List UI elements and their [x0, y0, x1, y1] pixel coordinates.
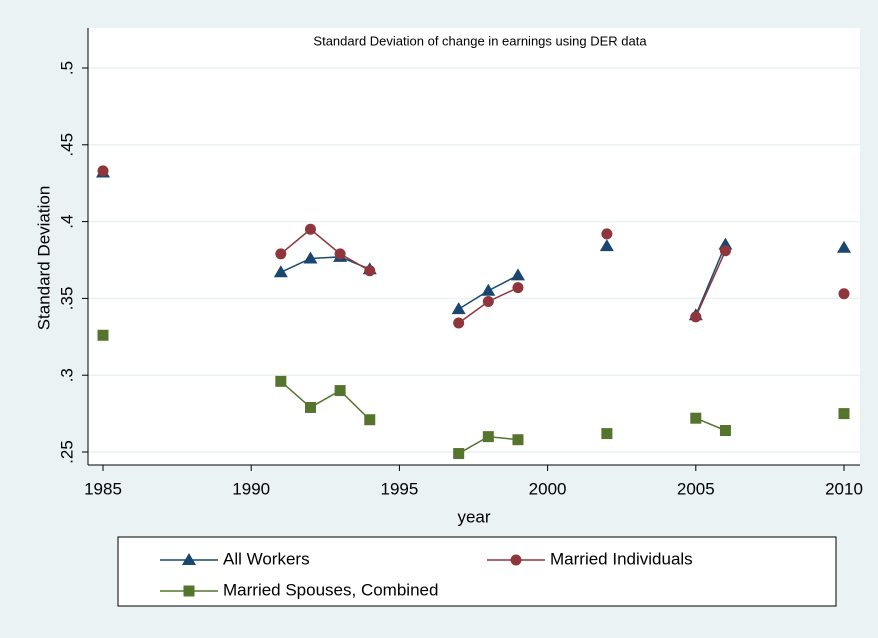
marker: [601, 228, 613, 240]
x-tick-label: 2005: [677, 479, 715, 498]
marker: [482, 295, 494, 307]
marker: [690, 311, 702, 323]
legend-label: All Workers: [223, 549, 310, 568]
marker: [97, 329, 109, 341]
marker: [275, 375, 287, 387]
legend-marker: [510, 554, 522, 566]
marker: [690, 412, 702, 424]
marker: [719, 424, 731, 436]
marker: [838, 408, 850, 420]
y-axis-title: Standard Deviation: [34, 186, 53, 331]
marker: [304, 401, 316, 413]
y-tick-label: .4: [57, 215, 76, 229]
x-axis-title: year: [457, 507, 490, 526]
marker: [334, 248, 346, 260]
series-line: [695, 250, 727, 318]
y-tick-label: .5: [57, 61, 76, 75]
marker: [837, 240, 851, 253]
marker: [364, 414, 376, 426]
legend-marker: [183, 585, 195, 597]
marker: [719, 245, 731, 257]
y-tick-label: .45: [57, 133, 76, 157]
legend-label: Married Spouses, Combined: [223, 580, 438, 599]
y-tick-label: .3: [57, 368, 76, 382]
marker: [599, 239, 614, 252]
marker: [304, 223, 316, 235]
x-tick-label: 1990: [232, 479, 270, 498]
y-tick-label: .25: [57, 440, 76, 464]
plot-region: [88, 28, 860, 465]
marker: [512, 282, 524, 294]
marker: [273, 265, 288, 278]
marker: [512, 434, 524, 446]
marker: [364, 265, 376, 277]
marker: [275, 248, 287, 260]
marker: [334, 385, 346, 397]
marker: [303, 251, 318, 264]
marker: [481, 283, 496, 296]
x-tick-label: 2000: [529, 479, 567, 498]
marker: [510, 268, 525, 281]
x-tick-label: 1995: [380, 479, 418, 498]
marker: [482, 431, 494, 443]
y-tick-label: .35: [57, 287, 76, 311]
marker: [453, 448, 465, 460]
x-tick-label: 1985: [84, 479, 122, 498]
marker: [838, 288, 850, 300]
chart-title: Standard Deviation of change in earnings…: [313, 33, 647, 48]
legend-marker: [182, 553, 196, 565]
series-line: [695, 244, 727, 316]
marker: [451, 302, 466, 315]
marker: [453, 317, 465, 329]
marker: [601, 428, 613, 440]
x-tick-label: 2010: [825, 479, 863, 498]
legend-label: Married Individuals: [550, 549, 693, 568]
marker: [97, 165, 109, 177]
series-line: [280, 380, 371, 421]
legend: [117, 536, 837, 607]
series-line: [280, 228, 371, 272]
